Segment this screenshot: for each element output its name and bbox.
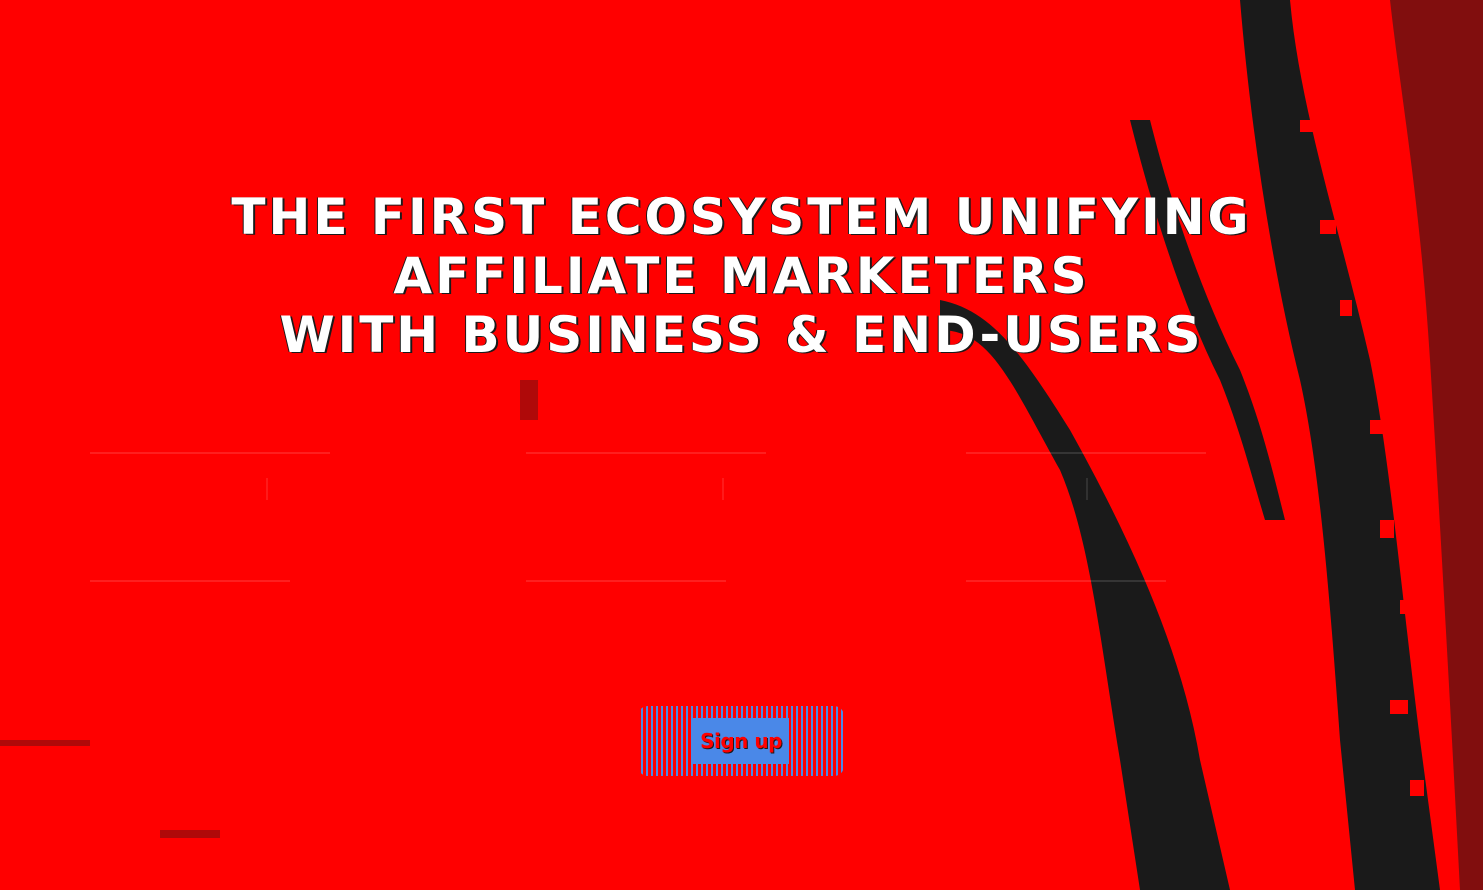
- feature-divider: [966, 452, 1206, 454]
- signup-container: Sign up: [638, 706, 844, 776]
- feature-divider: [526, 580, 726, 582]
- hero-headline: THE FIRST ECOSYSTEM UNIFYING AFFILIATE M…: [0, 188, 1483, 365]
- signup-button-label: Sign up: [693, 718, 789, 764]
- feature-divider: [1086, 478, 1088, 500]
- feature-divider: [90, 452, 330, 454]
- signup-button[interactable]: Sign up: [638, 706, 844, 776]
- feature-divider: [966, 580, 1166, 582]
- feature-column-3: [966, 440, 1266, 630]
- feature-divider: [722, 478, 724, 500]
- feature-divider: [90, 580, 290, 582]
- headline-line-2: AFFILIATE MARKETERS: [393, 247, 1090, 305]
- feature-divider: [526, 452, 766, 454]
- feature-divider: [266, 478, 268, 500]
- headline-line-1: THE FIRST ECOSYSTEM UNIFYING: [231, 188, 1252, 246]
- feature-column-2: [526, 440, 826, 630]
- feature-columns: [90, 440, 1390, 640]
- headline-line-3: WITH BUSINESS & END-USERS: [279, 306, 1204, 364]
- feature-column-1: [90, 440, 390, 630]
